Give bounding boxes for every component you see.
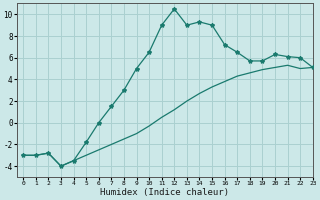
X-axis label: Humidex (Indice chaleur): Humidex (Indice chaleur) xyxy=(100,188,229,197)
